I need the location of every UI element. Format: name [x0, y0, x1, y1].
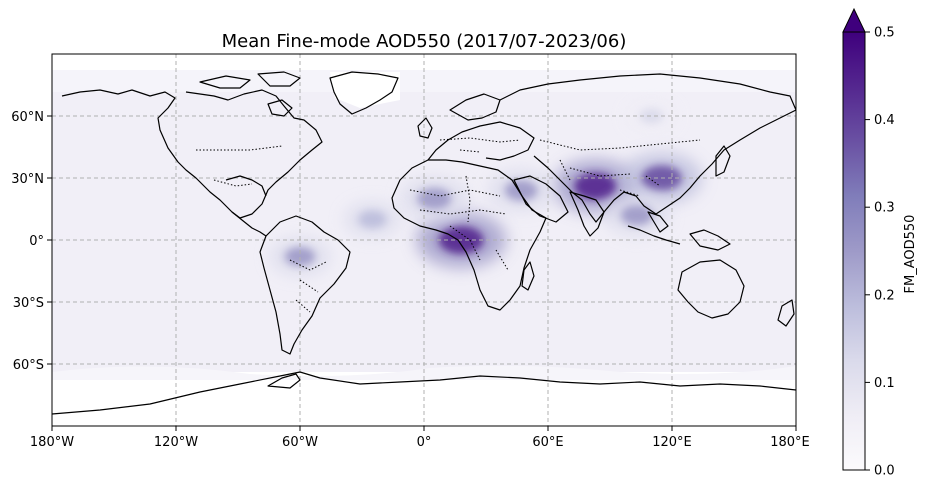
- y-tick-label: 30°S: [13, 296, 44, 311]
- aod-hotspot: [417, 188, 452, 210]
- colorbar-extend-arrow: [842, 7, 866, 33]
- x-tick-label: 120°W: [154, 435, 198, 450]
- coastlines: [52, 71, 796, 415]
- y-tick-label: 60°N: [11, 110, 44, 125]
- x-tick-label: 60°E: [532, 435, 563, 450]
- colorbar-label: FM_AOD550: [903, 215, 918, 294]
- aod-hotspot: [620, 205, 653, 226]
- x-axis: 180°W 120°W 60°W 0° 60°E 120°E 180°E: [30, 426, 810, 450]
- colorbar-tick-label: 0.3: [874, 201, 895, 216]
- colorbar-tick-label: 0.1: [874, 376, 895, 391]
- x-tick-label: 180°W: [30, 435, 74, 450]
- colorbar-tick-label: 0.2: [874, 288, 895, 303]
- aod-hotspot: [574, 172, 617, 200]
- country-borders: [196, 137, 701, 313]
- map-title: Mean Fine-mode AOD550 (2017/07-2023/06): [222, 31, 627, 52]
- colorbar: 0.0 0.1 0.2 0.3 0.4 0.5 FM_AOD550: [842, 7, 918, 479]
- y-axis: 60°N 30°N 0° 30°S 60°S: [11, 110, 52, 373]
- map-area: [52, 54, 796, 426]
- aod-hotspot: [358, 210, 387, 228]
- aod-hotspot: [639, 108, 664, 124]
- colorbar-gradient: [842, 31, 866, 471]
- aod-hotspot: [284, 247, 316, 266]
- y-tick-label: 60°S: [13, 358, 44, 373]
- x-tick-label: 60°W: [282, 435, 318, 450]
- x-tick-label: 0°: [417, 435, 432, 450]
- colorbar-tick-label: 0.0: [874, 464, 895, 479]
- x-tick-label: 120°E: [652, 435, 692, 450]
- colorbar-tick-label: 0.5: [874, 26, 895, 41]
- colorbar-tick-label: 0.4: [874, 113, 895, 128]
- y-tick-label: 30°N: [11, 172, 44, 187]
- gridlines: [52, 54, 796, 426]
- y-tick-label: 0°: [29, 234, 44, 249]
- x-tick-label: 180°E: [770, 435, 810, 450]
- aod-hotspot: [504, 180, 538, 201]
